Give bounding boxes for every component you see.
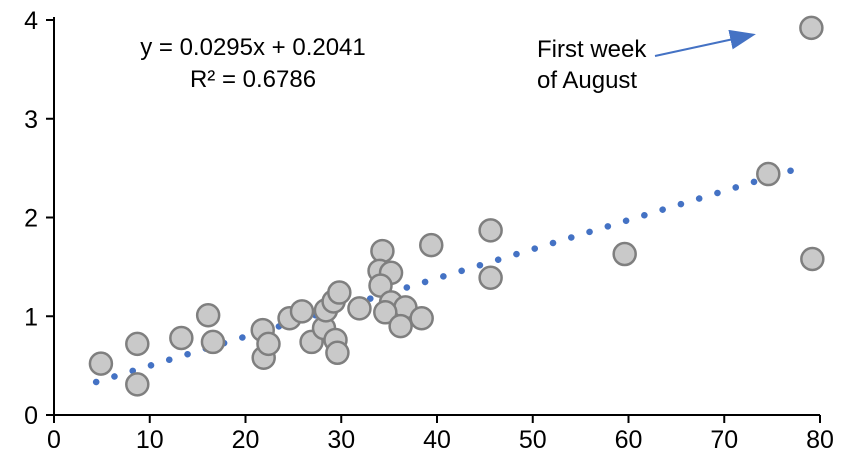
x-tick-label: 10 [136,426,164,454]
y-tick-label: 4 [24,7,38,35]
data-points [88,15,825,397]
y-tick-label: 0 [24,402,38,430]
x-tick-label: 80 [806,426,834,454]
data-point [756,161,781,187]
x-tick-label: 50 [519,426,547,454]
y-tick-label: 3 [24,106,38,134]
data-point [409,305,434,331]
axes: 0 10 20 30 40 50 60 70 80 0 1 2 3 4 [24,7,834,454]
data-point [419,232,444,258]
data-point [88,351,114,376]
data-point [169,325,194,351]
annotation-arrow [654,29,756,57]
trendline-equation-label: y = 0.0295x + 0.2041 [140,34,366,61]
x-tick-label: 0 [47,426,61,454]
x-tick-label: 60 [615,426,643,454]
annotation-line1: First week [537,36,647,63]
data-point [347,296,372,321]
data-point [800,246,825,272]
data-point [478,218,503,243]
trendline-r2-label: R² = 0.6786 [190,66,316,93]
data-point [478,265,503,290]
data-point [200,329,226,355]
data-point [289,299,315,324]
data-point [325,340,350,366]
data-point [256,331,281,357]
x-tick-label: 40 [423,426,451,454]
y-tick-label: 1 [24,303,38,331]
data-point [327,280,352,305]
trendline-dotted [92,162,809,386]
data-point [125,331,150,357]
x-tick-label: 20 [232,426,260,454]
data-point [373,300,398,325]
data-point [388,313,413,339]
annotation-line2: of August [537,67,637,94]
data-point [125,372,150,397]
trendline [92,162,809,386]
data-point [612,241,637,267]
data-point [799,15,824,41]
x-tick-label: 30 [327,426,355,454]
data-point [195,303,221,328]
data-point [370,238,395,264]
y-tick-label: 2 [24,205,38,233]
x-tick-label: 70 [710,426,738,454]
